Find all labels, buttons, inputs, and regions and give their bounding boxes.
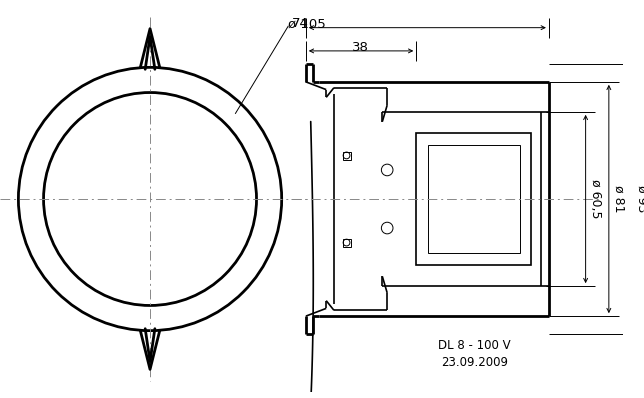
Text: 38: 38 <box>352 41 368 53</box>
Text: ø 60,5: ø 60,5 <box>589 179 603 219</box>
Bar <box>416 133 531 265</box>
Text: 74: 74 <box>292 17 308 30</box>
Bar <box>343 152 352 160</box>
Text: 23.09.2009: 23.09.2009 <box>440 356 508 369</box>
Bar <box>428 145 520 253</box>
Bar <box>343 239 352 248</box>
Text: ø 81: ø 81 <box>612 185 626 213</box>
Text: DL 8 - 100 V: DL 8 - 100 V <box>438 339 511 352</box>
Text: ø 105: ø 105 <box>289 17 327 30</box>
Text: ø 93: ø 93 <box>635 185 644 213</box>
